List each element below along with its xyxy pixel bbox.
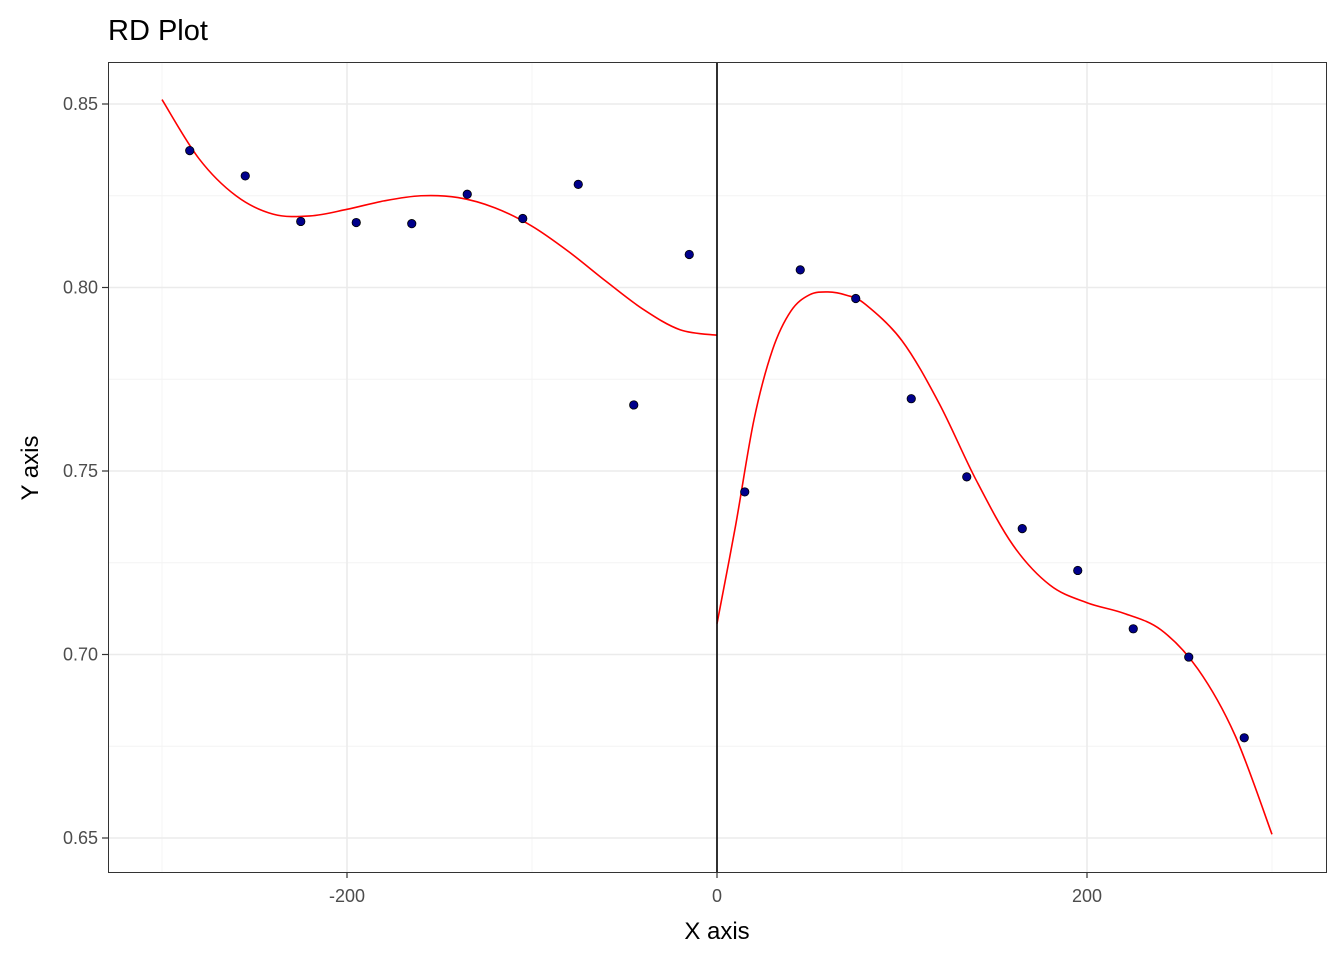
x-tick-label: 200	[1072, 886, 1102, 906]
data-point	[351, 217, 361, 228]
y-tick-label: 0.65	[63, 828, 98, 848]
fit-lines	[161, 99, 1273, 835]
data-point	[906, 394, 916, 404]
x-axis-title: X axis	[684, 918, 749, 945]
data-point	[185, 146, 195, 156]
data-point	[851, 293, 861, 304]
y-tick-label: 0.80	[63, 278, 98, 298]
data-point	[1073, 565, 1083, 576]
data-point	[1184, 652, 1194, 662]
data-point	[629, 400, 639, 410]
fit-line-right	[716, 291, 1273, 835]
data-point	[1017, 524, 1027, 534]
chart-title: RD Plot	[108, 15, 208, 47]
data-point	[1239, 733, 1249, 743]
data-point	[684, 249, 694, 260]
data-point	[407, 219, 417, 229]
y-tick-label: 0.70	[63, 645, 98, 665]
data-point	[296, 216, 306, 227]
data-point	[1128, 624, 1138, 634]
y-axis-title: Y axis	[17, 436, 44, 501]
data-point	[573, 179, 583, 189]
data-point	[795, 265, 805, 275]
data-point	[462, 189, 472, 199]
data-point	[240, 171, 250, 181]
y-tick-label: 0.75	[63, 461, 98, 481]
y-tick-label: 0.85	[63, 94, 98, 114]
x-tick-label: -200	[329, 886, 365, 906]
data-points	[185, 146, 1249, 743]
fit-line-left	[161, 99, 718, 337]
data-point	[740, 487, 750, 497]
data-point	[518, 213, 528, 224]
data-point	[962, 472, 972, 482]
x-tick-label: 0	[712, 886, 722, 906]
axis-ticks: -200 0 200 0.65 0.70 0.75 0.80 0.85	[63, 94, 1102, 906]
